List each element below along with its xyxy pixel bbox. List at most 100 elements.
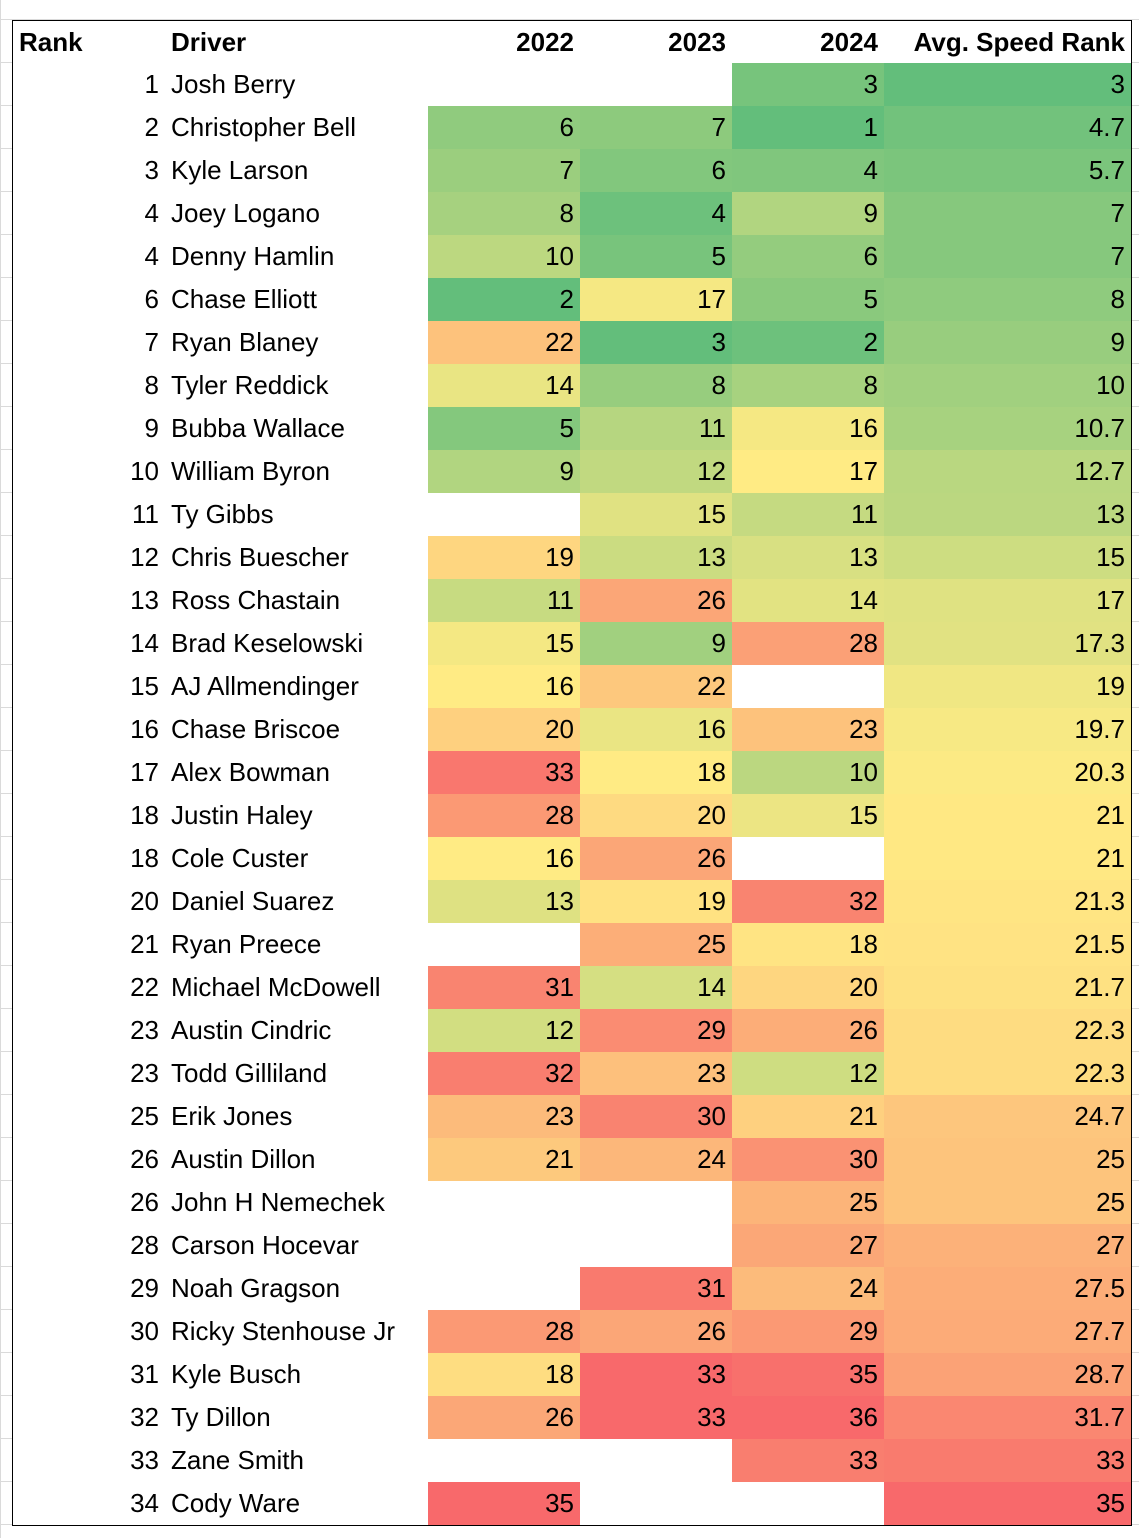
rank-value-cell: 26 — [732, 1009, 885, 1053]
driver-cell: Chase Elliott — [165, 278, 429, 322]
rank-cell: 32 — [12, 1396, 166, 1440]
rank-value-cell: 4 — [732, 149, 885, 193]
rank-value-cell: 13 — [580, 536, 733, 580]
driver-cell: Tyler Reddick — [165, 364, 429, 408]
rank-value-cell: 2 — [428, 278, 581, 322]
rank-value-cell — [732, 665, 885, 709]
rank-cell: 18 — [12, 837, 166, 881]
driver-cell: Chase Briscoe — [165, 708, 429, 752]
rank-value-cell: 21.3 — [884, 880, 1132, 924]
driver-cell: Ricky Stenhouse Jr — [165, 1310, 429, 1354]
rank-value-cell: 8 — [580, 364, 733, 408]
rank-value-cell: 25 — [580, 923, 733, 967]
rank-value-cell: 21 — [884, 794, 1132, 838]
rank-value-cell: 14 — [732, 579, 885, 623]
rank-value-cell: 5 — [428, 407, 581, 451]
rank-value-cell: 32 — [428, 1052, 581, 1096]
rank-value-cell: 15 — [580, 493, 733, 537]
rank-cell: 4 — [12, 192, 166, 236]
rank-value-cell: 13 — [428, 880, 581, 924]
driver-cell: Cody Ware — [165, 1482, 429, 1526]
driver-cell: Carson Hocevar — [165, 1224, 429, 1268]
rank-cell: 23 — [12, 1052, 166, 1096]
rank-value-cell: 7 — [884, 235, 1132, 279]
rank-value-cell — [428, 1267, 581, 1311]
rank-value-cell: 4.7 — [884, 106, 1132, 150]
rank-value-cell: 24 — [580, 1138, 733, 1182]
rank-value-cell: 15 — [428, 622, 581, 666]
rank-cell: 21 — [12, 923, 166, 967]
rank-value-cell: 10 — [428, 235, 581, 279]
driver-cell: Denny Hamlin — [165, 235, 429, 279]
rank-value-cell — [732, 837, 885, 881]
rank-value-cell: 4 — [580, 192, 733, 236]
rank-value-cell: 7 — [884, 192, 1132, 236]
rank-value-cell: 8 — [428, 192, 581, 236]
driver-cell: Brad Keselowski — [165, 622, 429, 666]
rank-value-cell: 31 — [580, 1267, 733, 1311]
rank-value-cell: 15 — [732, 794, 885, 838]
rank-value-cell: 5.7 — [884, 149, 1132, 193]
rank-value-cell: 12 — [428, 1009, 581, 1053]
rank-cell: 3 — [12, 149, 166, 193]
rank-value-cell: 11 — [732, 493, 885, 537]
driver-cell: Ty Dillon — [165, 1396, 429, 1440]
driver-cell: Alex Bowman — [165, 751, 429, 795]
rank-value-cell: 19.7 — [884, 708, 1132, 752]
rank-cell: 1 — [12, 63, 166, 107]
rank-value-cell: 35 — [732, 1353, 885, 1397]
rank-value-cell: 11 — [580, 407, 733, 451]
rank-value-cell: 20 — [428, 708, 581, 752]
rank-value-cell: 16 — [580, 708, 733, 752]
rank-cell: 33 — [12, 1439, 166, 1483]
rank-value-cell: 8 — [732, 364, 885, 408]
rank-value-cell: 8 — [884, 278, 1132, 322]
rank-value-cell: 11 — [428, 579, 581, 623]
rank-value-cell: 9 — [884, 321, 1132, 365]
rank-cell: 18 — [12, 794, 166, 838]
driver-cell: Austin Dillon — [165, 1138, 429, 1182]
rank-cell: 13 — [12, 579, 166, 623]
rank-value-cell: 35 — [428, 1482, 581, 1526]
rank-value-cell: 27 — [732, 1224, 885, 1268]
rank-value-cell: 3 — [884, 63, 1132, 107]
driver-cell: Austin Cindric — [165, 1009, 429, 1053]
driver-cell: Bubba Wallace — [165, 407, 429, 451]
rank-value-cell: 33 — [732, 1439, 885, 1483]
column-header: Rank — [12, 20, 166, 64]
rank-value-cell: 19 — [428, 536, 581, 580]
rank-value-cell: 24.7 — [884, 1095, 1132, 1139]
driver-cell: Zane Smith — [165, 1439, 429, 1483]
rank-value-cell: 27 — [884, 1224, 1132, 1268]
rank-cell: 29 — [12, 1267, 166, 1311]
rank-cell: 25 — [12, 1095, 166, 1139]
driver-cell: Ty Gibbs — [165, 493, 429, 537]
rank-value-cell: 12 — [732, 1052, 885, 1096]
rank-value-cell: 25 — [732, 1181, 885, 1225]
rank-value-cell: 12.7 — [884, 450, 1132, 494]
driver-cell: Christopher Bell — [165, 106, 429, 150]
rank-value-cell: 32 — [732, 880, 885, 924]
rank-value-cell: 28.7 — [884, 1353, 1132, 1397]
rank-value-cell: 35 — [884, 1482, 1132, 1526]
driver-cell: Josh Berry — [165, 63, 429, 107]
driver-cell: Kyle Larson — [165, 149, 429, 193]
rank-value-cell — [732, 1482, 885, 1526]
rank-cell: 12 — [12, 536, 166, 580]
rank-cell: 7 — [12, 321, 166, 365]
rank-value-cell: 31.7 — [884, 1396, 1132, 1440]
rank-value-cell: 17.3 — [884, 622, 1132, 666]
driver-cell: Ryan Blaney — [165, 321, 429, 365]
driver-cell: Noah Gragson — [165, 1267, 429, 1311]
driver-cell: William Byron — [165, 450, 429, 494]
rank-value-cell: 33 — [428, 751, 581, 795]
rank-value-cell — [580, 1439, 733, 1483]
rank-value-cell: 25 — [884, 1138, 1132, 1182]
rank-value-cell: 6 — [732, 235, 885, 279]
driver-cell: Daniel Suarez — [165, 880, 429, 924]
column-header: 2022 — [428, 20, 581, 64]
rank-value-cell: 30 — [732, 1138, 885, 1182]
driver-cell: Ryan Preece — [165, 923, 429, 967]
rank-value-cell: 20 — [580, 794, 733, 838]
rank-value-cell: 28 — [428, 794, 581, 838]
